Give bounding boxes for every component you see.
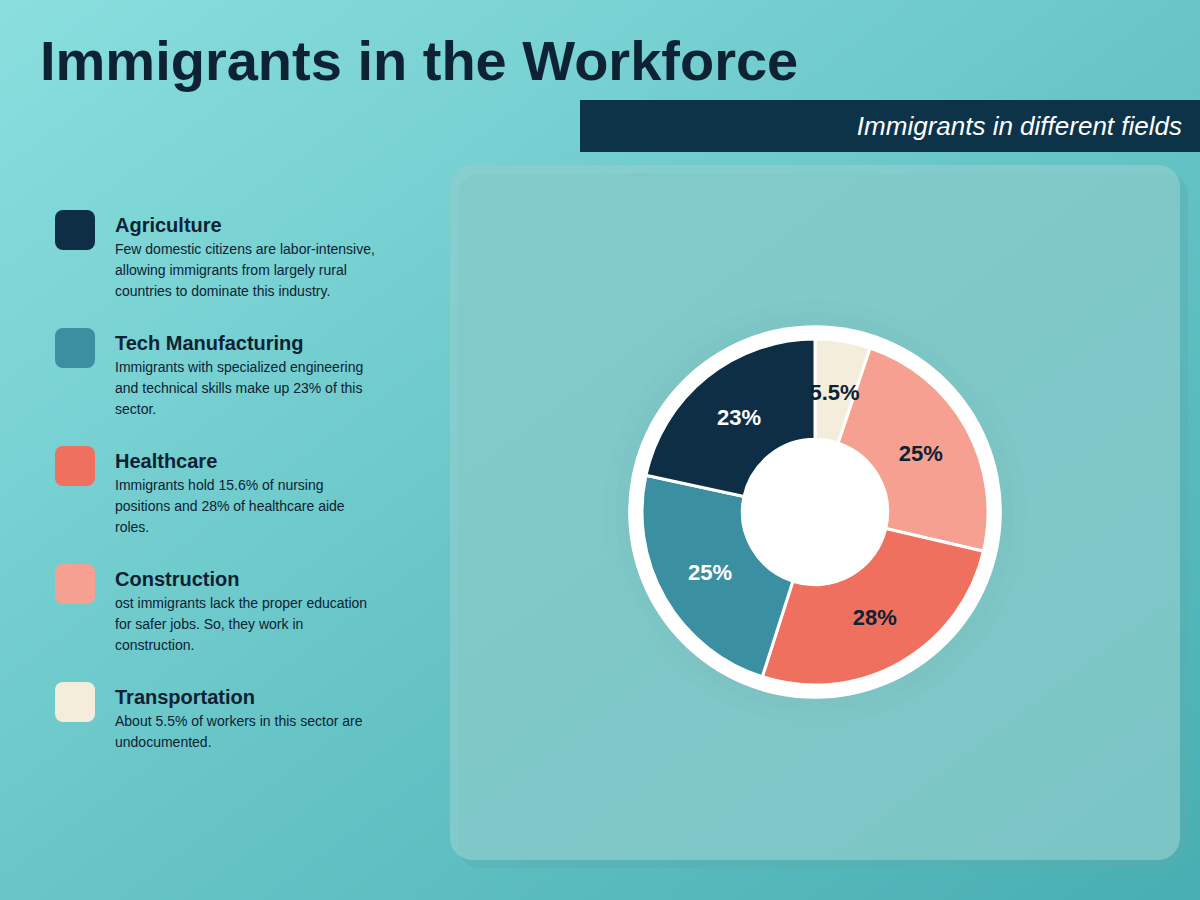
subtitle-banner (580, 100, 1200, 152)
legend-swatch (55, 446, 95, 486)
chart: Immigrants in the Workforce Immigrants in… (0, 0, 1200, 900)
glow-ring (604, 301, 1026, 723)
pie-slice (838, 348, 988, 551)
description-line: Immigrants hold 15.6% of nursing (115, 477, 324, 493)
description-line: sector. (115, 401, 156, 417)
legend-swatch (55, 328, 95, 368)
background (0, 0, 1200, 900)
data-label: 23% (717, 405, 761, 430)
description-line: countries to dominate this industry. (115, 283, 330, 299)
title: Immigrants in the Workforce (40, 29, 798, 92)
description-line: roles. (115, 519, 149, 535)
legend-swatch (55, 682, 95, 722)
legend-description: Immigrants with specialized engineering a… (115, 359, 363, 417)
legend-label: Construction (115, 568, 239, 590)
data-labels: 5.5% 25% 28% 25% 23% (688, 380, 943, 630)
data-label: 25% (688, 560, 732, 585)
legend-description: About 5.5% of workers in this sector are… (115, 713, 363, 750)
legend-label: Healthcare (115, 450, 217, 472)
legend-description: Immigrants hold 15.6% of nursing position… (115, 477, 345, 535)
legend-label: Agriculture (115, 214, 222, 236)
legend-swatch (55, 210, 95, 250)
description-line: Immigrants with specialized engineering (115, 359, 363, 375)
description-line: About 5.5% of workers in this sector are (115, 713, 363, 729)
data-label: 25% (899, 441, 943, 466)
description-line: undocumented. (115, 734, 212, 750)
glow-ring (616, 313, 1014, 711)
legend-swatch (55, 564, 95, 604)
description-line: for safer jobs. So, they work in (115, 616, 303, 632)
description-line: allowing immigrants from largely rural (115, 262, 347, 278)
pie-slice (646, 339, 815, 497)
legend-description: ost immigrants lack the proper education… (115, 595, 367, 653)
pie-slice (762, 528, 983, 685)
legend-description: Few domestic citizens are labor-intensiv… (115, 241, 375, 299)
pie-slice (642, 475, 793, 676)
description-line: and technical skills make up 23% of this (115, 380, 362, 396)
white-ring (628, 325, 1002, 699)
description-line: ost immigrants lack the proper education (115, 595, 367, 611)
description-line: Few domestic citizens are labor-intensiv… (115, 241, 375, 257)
description-line: construction. (115, 637, 194, 653)
card (450, 165, 1180, 860)
description-line: positions and 28% of healthcare aide (115, 498, 345, 514)
slices (642, 339, 988, 685)
legend-label: Transportation (115, 686, 255, 708)
data-label: 5.5% (809, 380, 859, 405)
legend-label: Tech Manufacturing (115, 332, 304, 354)
subtitle: Immigrants in different fields (857, 111, 1182, 141)
data-label: 28% (853, 605, 897, 630)
legend: Agriculture Few domestic citizens are lab… (55, 210, 375, 750)
